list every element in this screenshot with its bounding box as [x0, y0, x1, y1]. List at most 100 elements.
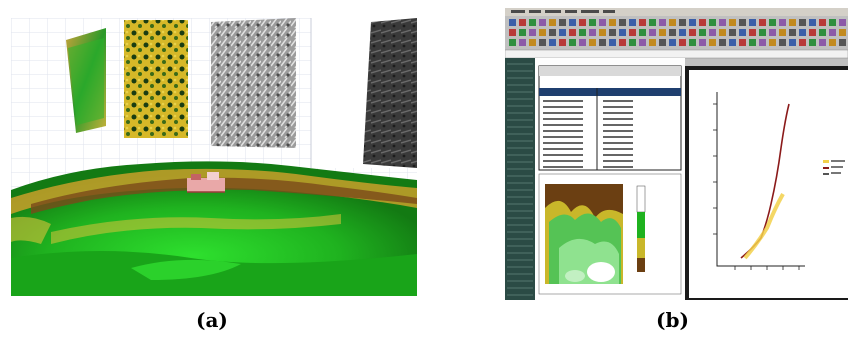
toolbar-button-icon[interactable]: [639, 29, 646, 36]
toolbar-button-icon[interactable]: [669, 29, 676, 36]
toolbar-button-icon[interactable]: [739, 29, 746, 36]
toolbar-button-icon[interactable]: [719, 39, 726, 46]
toolbar-button-icon[interactable]: [779, 29, 786, 36]
toolbar-button-icon[interactable]: [819, 29, 826, 36]
toolbar-button-icon[interactable]: [769, 39, 776, 46]
toolbar-button-icon[interactable]: [659, 19, 666, 26]
toolbar-button-icon[interactable]: [709, 19, 716, 26]
toolbar-button-icon[interactable]: [789, 39, 796, 46]
toolbar-button-icon[interactable]: [739, 19, 746, 26]
toolbar-button-icon[interactable]: [559, 39, 566, 46]
toolbar-button-icon[interactable]: [509, 29, 516, 36]
toolbar-button-icon[interactable]: [529, 39, 536, 46]
toolbar-button-icon[interactable]: [639, 39, 646, 46]
toolbar-button-icon[interactable]: [629, 19, 636, 26]
toolbar-button-icon[interactable]: [659, 29, 666, 36]
toolbar-button-icon[interactable]: [689, 29, 696, 36]
toolbar-button-icon[interactable]: [609, 19, 616, 26]
toolbar-button-icon[interactable]: [739, 39, 746, 46]
toolbar-button-icon[interactable]: [699, 39, 706, 46]
toolbar-button-icon[interactable]: [649, 29, 656, 36]
toolbar-button-icon[interactable]: [789, 29, 796, 36]
toolbar-button-icon[interactable]: [579, 39, 586, 46]
toolbar-button-icon[interactable]: [509, 19, 516, 26]
toolbar-button-icon[interactable]: [669, 39, 676, 46]
toolbar-button-icon[interactable]: [619, 29, 626, 36]
toolbar-button-icon[interactable]: [569, 19, 576, 26]
toolbar-button-icon[interactable]: [729, 29, 736, 36]
toolbar-button-icon[interactable]: [549, 29, 556, 36]
toolbar-button-icon[interactable]: [569, 39, 576, 46]
toolbar-button-icon[interactable]: [799, 39, 806, 46]
toolbar-button-icon[interactable]: [509, 39, 516, 46]
toolbar-button-icon[interactable]: [629, 39, 636, 46]
toolbar-button-icon[interactable]: [769, 29, 776, 36]
toolbar-button-icon[interactable]: [679, 19, 686, 26]
toolbar-button-icon[interactable]: [589, 29, 596, 36]
toolbar-button-icon[interactable]: [829, 39, 836, 46]
toolbar-button-icon[interactable]: [529, 29, 536, 36]
toolbar-button-icon[interactable]: [629, 29, 636, 36]
toolbar-button-icon[interactable]: [829, 29, 836, 36]
toolbar-button-icon[interactable]: [579, 29, 586, 36]
toolbar-button-icon[interactable]: [719, 29, 726, 36]
toolbar-button-icon[interactable]: [689, 39, 696, 46]
toolbar-button-icon[interactable]: [549, 39, 556, 46]
toolbar-button-icon[interactable]: [539, 19, 546, 26]
toolbar-button-icon[interactable]: [809, 19, 816, 26]
toolbar-button-icon[interactable]: [559, 29, 566, 36]
toolbar-button-icon[interactable]: [519, 39, 526, 46]
toolbar-button-icon[interactable]: [679, 29, 686, 36]
toolbar-button-icon[interactable]: [529, 19, 536, 26]
toolbar-button-icon[interactable]: [829, 19, 836, 26]
toolbar-button-icon[interactable]: [779, 19, 786, 26]
toolbar-button-icon[interactable]: [609, 29, 616, 36]
toolbar-button-icon[interactable]: [709, 39, 716, 46]
toolbar-button-icon[interactable]: [589, 39, 596, 46]
toolbar-button-icon[interactable]: [659, 39, 666, 46]
toolbar-button-icon[interactable]: [669, 19, 676, 26]
toolbar-button-icon[interactable]: [549, 19, 556, 26]
toolbar-button-icon[interactable]: [649, 19, 656, 26]
toolbar-button-icon[interactable]: [709, 29, 716, 36]
toolbar-button-icon[interactable]: [729, 39, 736, 46]
toolbar-button-icon[interactable]: [779, 39, 786, 46]
toolbar-button-icon[interactable]: [679, 39, 686, 46]
toolbar-button-icon[interactable]: [719, 19, 726, 26]
toolbar-button-icon[interactable]: [569, 29, 576, 36]
toolbar-button-icon[interactable]: [579, 19, 586, 26]
toolbar-button-icon[interactable]: [589, 19, 596, 26]
toolbar-button-icon[interactable]: [599, 19, 606, 26]
toolbar-button-icon[interactable]: [799, 19, 806, 26]
toolbar-button-icon[interactable]: [539, 39, 546, 46]
toolbar-button-icon[interactable]: [599, 39, 606, 46]
toolbar-button-icon[interactable]: [809, 29, 816, 36]
toolbar-button-icon[interactable]: [819, 19, 826, 26]
toolbar-button-icon[interactable]: [559, 19, 566, 26]
toolbar-button-icon[interactable]: [809, 39, 816, 46]
toolbar-button-icon[interactable]: [769, 19, 776, 26]
toolbar-button-icon[interactable]: [699, 19, 706, 26]
toolbar-button-icon[interactable]: [839, 19, 846, 26]
toolbar-button-icon[interactable]: [619, 39, 626, 46]
toolbar-button-icon[interactable]: [519, 29, 526, 36]
toolbar-button-icon[interactable]: [759, 19, 766, 26]
toolbar-button-icon[interactable]: [639, 19, 646, 26]
toolbar-button-icon[interactable]: [609, 39, 616, 46]
toolbar-button-icon[interactable]: [819, 39, 826, 46]
toolbar-button-icon[interactable]: [599, 29, 606, 36]
toolbar-button-icon[interactable]: [699, 29, 706, 36]
toolbar-button-icon[interactable]: [799, 29, 806, 36]
toolbar-button-icon[interactable]: [749, 19, 756, 26]
toolbar-button-icon[interactable]: [789, 19, 796, 26]
toolbar-button-icon[interactable]: [519, 19, 526, 26]
toolbar-button-icon[interactable]: [619, 19, 626, 26]
toolbar-button-icon[interactable]: [539, 29, 546, 36]
toolbar-button-icon[interactable]: [759, 29, 766, 36]
toolbar-button-icon[interactable]: [749, 29, 756, 36]
toolbar-button-icon[interactable]: [839, 39, 846, 46]
toolbar-button-icon[interactable]: [649, 39, 656, 46]
toolbar-button-icon[interactable]: [729, 19, 736, 26]
toolbar-button-icon[interactable]: [839, 29, 846, 36]
toolbar-button-icon[interactable]: [689, 19, 696, 26]
